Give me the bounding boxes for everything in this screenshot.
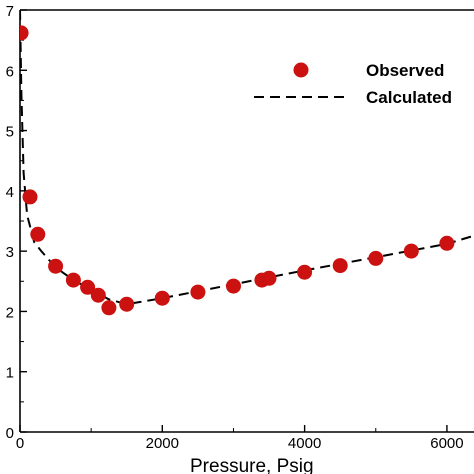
y-tick-label: 6	[6, 63, 14, 80]
y-tick-label: 7	[6, 3, 14, 20]
observed-point	[119, 296, 135, 312]
observed-point	[403, 243, 419, 259]
observed-point	[30, 226, 46, 242]
observed-point	[190, 284, 206, 300]
x-tick-label: 2000	[146, 435, 179, 452]
observed-point	[439, 235, 455, 251]
legend-observed-label: Observed	[366, 61, 444, 80]
observed-point	[297, 264, 313, 280]
x-tick-label: 4000	[288, 435, 321, 452]
y-tick-label: 5	[6, 124, 14, 141]
x-tick-label: 0	[16, 435, 24, 452]
observed-point	[65, 272, 81, 288]
legend-observed-marker	[293, 62, 309, 78]
observed-point	[261, 270, 277, 286]
y-tick-label: 0	[6, 425, 14, 442]
observed-point	[90, 287, 106, 303]
y-tick-label: 3	[6, 244, 14, 261]
observed-point	[368, 250, 384, 266]
y-tick-label: 2	[6, 304, 14, 321]
observed-point	[154, 290, 170, 306]
x-axis-title: Pressure, Psig	[190, 456, 314, 474]
observed-point	[22, 189, 38, 205]
legend: Observed Calculated	[254, 61, 452, 107]
calculated-line	[20, 10, 474, 306]
observed-point	[101, 300, 117, 316]
y-tick-label: 1	[6, 365, 14, 382]
x-tick-label: 6000	[430, 435, 463, 452]
observed-point	[20, 25, 29, 41]
observed-point	[48, 258, 64, 274]
observed-point	[332, 258, 348, 274]
observed-point	[80, 279, 96, 295]
legend-calculated-label: Calculated	[366, 88, 452, 107]
observed-point	[226, 278, 241, 294]
y-tick-label: 4	[6, 184, 14, 201]
